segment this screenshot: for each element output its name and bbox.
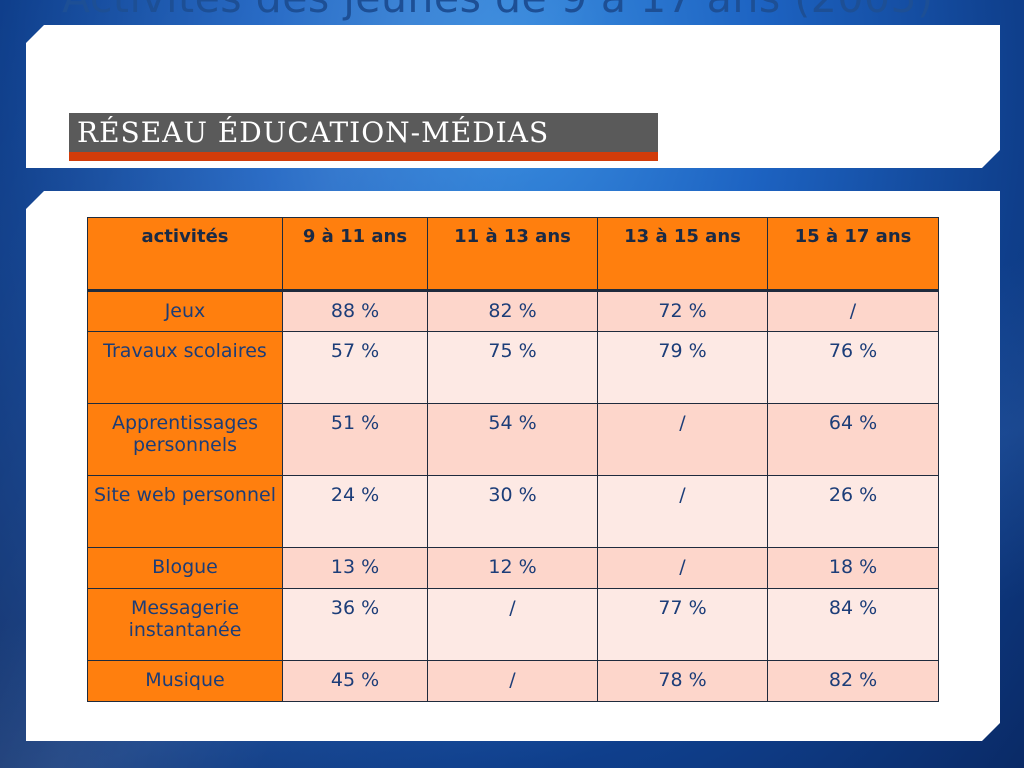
table-cell: 78 %	[598, 661, 768, 702]
table-cell: 88 %	[283, 291, 428, 332]
header-panel: RÉSEAU ÉDUCATION-MÉDIAS	[26, 25, 1000, 168]
row-label: Travaux scolaires	[88, 332, 283, 404]
activities-table: activités 9 à 11 ans 11 à 13 ans 13 à 15…	[87, 217, 939, 702]
table-cell: 64 %	[768, 404, 939, 476]
column-header: activités	[88, 218, 283, 291]
table-cell: 57 %	[283, 332, 428, 404]
row-label: Messagerie instantanée	[88, 589, 283, 661]
row-label: Apprentissages personnels	[88, 404, 283, 476]
column-header: 15 à 17 ans	[768, 218, 939, 291]
table-row: Blogue 13 % 12 % / 18 %	[88, 548, 939, 589]
table-cell: 84 %	[768, 589, 939, 661]
table-cell: 12 %	[428, 548, 598, 589]
table-cell: 75 %	[428, 332, 598, 404]
table-row: Musique 45 % / 78 % 82 %	[88, 661, 939, 702]
table-row: Site web personnel 24 % 30 % / 26 %	[88, 476, 939, 548]
table-row: Apprentissages personnels 51 % 54 % / 64…	[88, 404, 939, 476]
table-cell: 24 %	[283, 476, 428, 548]
table-cell: 18 %	[768, 548, 939, 589]
row-label: Musique	[88, 661, 283, 702]
table-cell: 76 %	[768, 332, 939, 404]
table-row: Jeux 88 % 82 % 72 % /	[88, 291, 939, 332]
table-cell: /	[598, 476, 768, 548]
table-header-row: activités 9 à 11 ans 11 à 13 ans 13 à 15…	[88, 218, 939, 291]
table-cell: /	[598, 404, 768, 476]
table-cell: 51 %	[283, 404, 428, 476]
slide-title: Activités des jeunes de 9 à 17 ans (2005…	[62, 0, 934, 22]
column-header: 9 à 11 ans	[283, 218, 428, 291]
table-row: Travaux scolaires 57 % 75 % 79 % 76 %	[88, 332, 939, 404]
table-cell: /	[428, 661, 598, 702]
content-panel: activités 9 à 11 ans 11 à 13 ans 13 à 15…	[26, 191, 1000, 741]
table-cell: 54 %	[428, 404, 598, 476]
table-cell: 26 %	[768, 476, 939, 548]
table-cell: 45 %	[283, 661, 428, 702]
table-row: Messagerie instantanée 36 % / 77 % 84 %	[88, 589, 939, 661]
column-header: 11 à 13 ans	[428, 218, 598, 291]
row-label: Blogue	[88, 548, 283, 589]
table-cell: /	[428, 589, 598, 661]
table-cell: 79 %	[598, 332, 768, 404]
column-header: 13 à 15 ans	[598, 218, 768, 291]
table-cell: 82 %	[428, 291, 598, 332]
table-cell: 13 %	[283, 548, 428, 589]
table-cell: 82 %	[768, 661, 939, 702]
row-label: Jeux	[88, 291, 283, 332]
table-cell: 30 %	[428, 476, 598, 548]
table-cell: /	[768, 291, 939, 332]
reseau-education-medias-logo: RÉSEAU ÉDUCATION-MÉDIAS	[69, 113, 658, 161]
row-label: Site web personnel	[88, 476, 283, 548]
table-cell: /	[598, 548, 768, 589]
table-cell: 77 %	[598, 589, 768, 661]
table-cell: 36 %	[283, 589, 428, 661]
table-cell: 72 %	[598, 291, 768, 332]
